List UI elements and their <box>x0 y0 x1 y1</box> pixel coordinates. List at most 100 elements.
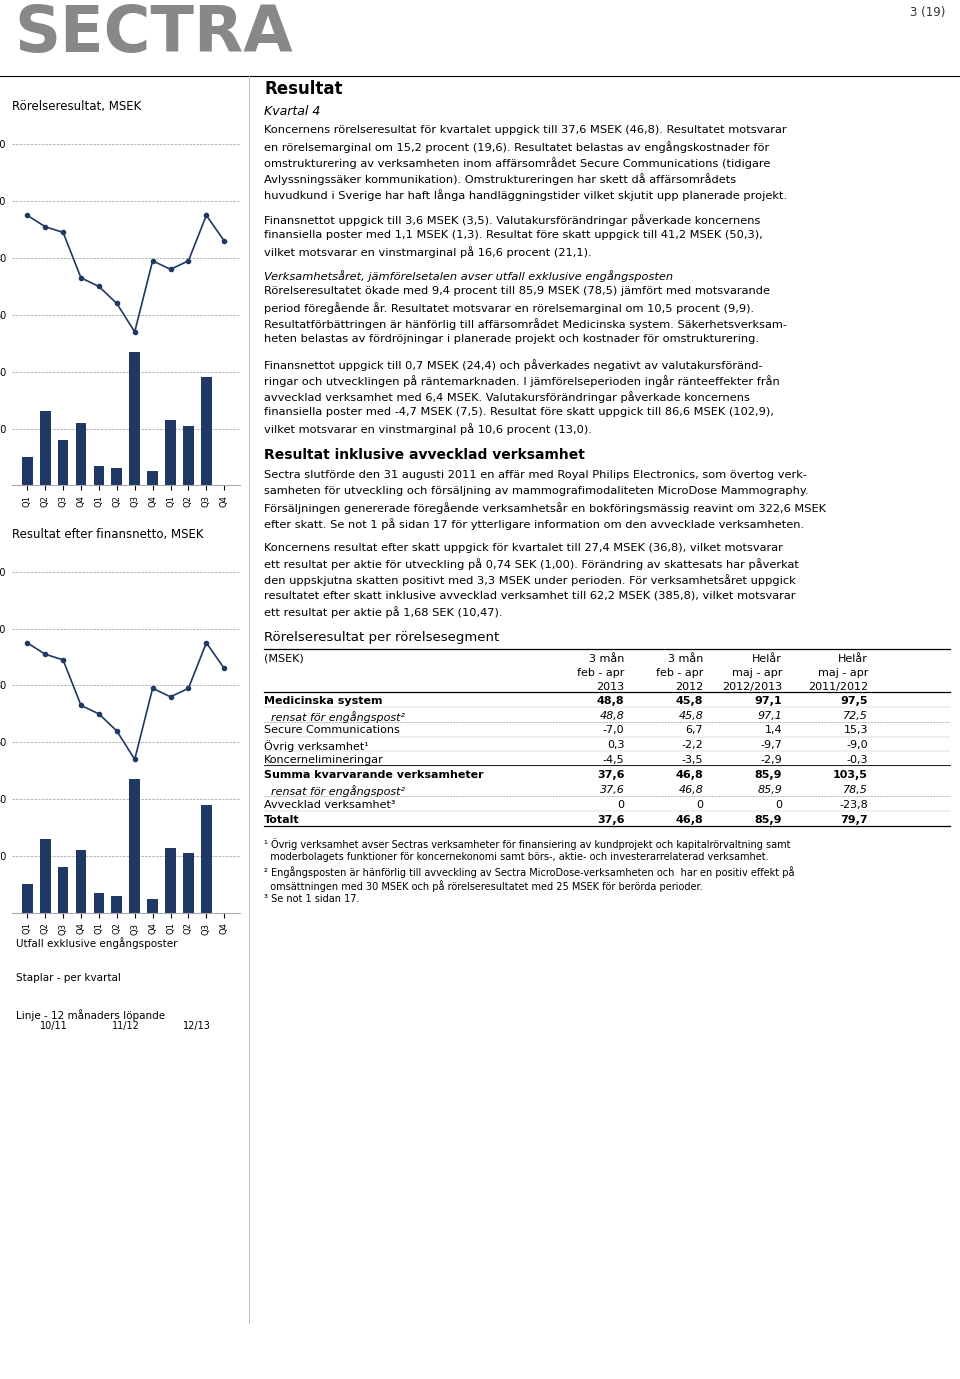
Text: 45,8: 45,8 <box>679 710 704 721</box>
Text: Avlyssningssäker kommunikation). Omstruktureringen har skett då affärsområdets: Avlyssningssäker kommunikation). Omstruk… <box>264 172 736 185</box>
Text: 78,5: 78,5 <box>843 785 868 794</box>
Text: 45,8: 45,8 <box>676 696 704 706</box>
Text: rensat för engångspost²: rensat för engångspost² <box>264 785 405 797</box>
Text: Helår: Helår <box>838 654 868 663</box>
Bar <box>58 440 68 485</box>
Text: -7,0: -7,0 <box>603 725 624 735</box>
Text: Staplar - per kvartal: Staplar - per kvartal <box>16 974 121 983</box>
Text: 2011/2012: 2011/2012 <box>808 681 868 692</box>
Text: -4,5: -4,5 <box>603 756 624 765</box>
Text: Rörelseresultatet ökade med 9,4 procent till 85,9 MSEK (78,5) jämfört med motsva: Rörelseresultatet ökade med 9,4 procent … <box>264 287 770 296</box>
Text: Secure Communications: Secure Communications <box>264 725 399 735</box>
Text: Finansnettot uppgick till 0,7 MSEK (24,4) och påverkades negativt av valutakursf: Finansnettot uppgick till 0,7 MSEK (24,4… <box>264 359 762 371</box>
Text: 1,4: 1,4 <box>764 725 782 735</box>
Text: ¹ Övrig verksamhet avser Sectras verksamheter för finansiering av kundprojekt oc: ¹ Övrig verksamhet avser Sectras verksam… <box>264 838 790 849</box>
Bar <box>201 805 212 913</box>
Text: 0: 0 <box>617 800 624 809</box>
Text: 12/13: 12/13 <box>183 1020 211 1031</box>
Bar <box>111 469 122 485</box>
Text: 103,5: 103,5 <box>833 769 868 781</box>
Text: Linje - 12 månaders löpande: Linje - 12 månaders löpande <box>16 1009 165 1022</box>
Text: maj - apr: maj - apr <box>818 667 868 677</box>
Bar <box>76 851 86 913</box>
Text: Totalt: Totalt <box>264 815 300 825</box>
Text: 0: 0 <box>696 800 704 809</box>
Text: heten belastas av fördröjningar i planerade projekt och kostnader för omstruktur: heten belastas av fördröjningar i planer… <box>264 334 759 345</box>
Bar <box>22 456 33 485</box>
Bar <box>130 779 140 913</box>
Text: 15,3: 15,3 <box>844 725 868 735</box>
Text: Medicinska system: Medicinska system <box>264 696 382 706</box>
Text: avvecklad verksamhet med 6,4 MSEK. Valutakursförändringar påverkade koncernens: avvecklad verksamhet med 6,4 MSEK. Valut… <box>264 390 750 403</box>
Text: 3 mån: 3 mån <box>668 654 704 663</box>
Bar <box>201 378 212 485</box>
Text: Helår: Helår <box>753 654 782 663</box>
Text: 0,3: 0,3 <box>607 741 624 750</box>
Text: 6,7: 6,7 <box>685 725 704 735</box>
Text: (MSEK): (MSEK) <box>264 654 303 663</box>
Text: -3,5: -3,5 <box>682 756 704 765</box>
Text: 10/11: 10/11 <box>40 593 68 604</box>
Text: -23,8: -23,8 <box>839 800 868 809</box>
Text: 2012/2013: 2012/2013 <box>722 681 782 692</box>
Text: rensat för engångspost²: rensat för engångspost² <box>264 710 405 723</box>
Text: feb - apr: feb - apr <box>656 667 704 677</box>
Text: Resultat efter finansnetto, MSEK: Resultat efter finansnetto, MSEK <box>12 528 203 541</box>
Text: 46,8: 46,8 <box>676 769 704 781</box>
Text: 3 mån: 3 mån <box>589 654 624 663</box>
Text: huvudkund i Sverige har haft långa handläggningstider vilket skjutit upp planera: huvudkund i Sverige har haft långa handl… <box>264 189 787 201</box>
Text: vilket motsvarar en vinstmarginal på 10,6 procent (13,0).: vilket motsvarar en vinstmarginal på 10,… <box>264 423 592 434</box>
Text: Finansnettot uppgick till 3,6 MSEK (3,5). Valutakursförändringar påverkade konce: Finansnettot uppgick till 3,6 MSEK (3,5)… <box>264 214 760 226</box>
Text: omsättningen med 30 MSEK och på rörelseresultatet med 25 MSEK för berörda period: omsättningen med 30 MSEK och på rörelser… <box>264 880 703 892</box>
Text: Resultatförbättringen är hänförlig till affärsområdet Medicinska system. Säkerhe: Resultatförbättringen är hänförlig till … <box>264 319 787 330</box>
Text: 3 (19): 3 (19) <box>910 6 946 19</box>
Text: 0: 0 <box>776 800 782 809</box>
Text: Övrig verksamhet¹: Övrig verksamhet¹ <box>264 741 369 752</box>
Text: 72,5: 72,5 <box>843 710 868 721</box>
Text: maj - apr: maj - apr <box>732 667 782 677</box>
Text: 85,9: 85,9 <box>755 815 782 825</box>
Bar <box>147 899 158 913</box>
Text: Sectra slutförde den 31 augusti 2011 en affär med Royal Philips Electronics, som: Sectra slutförde den 31 augusti 2011 en … <box>264 470 807 480</box>
Text: feb - apr: feb - apr <box>577 667 624 677</box>
Text: Verksamhetsåret, jämförelsetalen avser utfall exklusive engångsposten: Verksamhetsåret, jämförelsetalen avser u… <box>264 270 673 283</box>
Text: ringar och utvecklingen på räntemarknaden. I jämförelseperioden ingår ränteeffek: ringar och utvecklingen på räntemarknade… <box>264 375 780 387</box>
Text: vilket motsvarar en vinstmarginal på 16,6 procent (21,1).: vilket motsvarar en vinstmarginal på 16,… <box>264 245 591 258</box>
Text: finansiella poster med -4,7 MSEK (7,5). Resultat före skatt uppgick till 86,6 MS: finansiella poster med -4,7 MSEK (7,5). … <box>264 407 774 416</box>
Text: Försäljningen genererade föregående verksamhetsår en bokföringsmässig reavint om: Försäljningen genererade föregående verk… <box>264 502 826 514</box>
Bar <box>93 466 105 485</box>
Text: SECTRA: SECTRA <box>14 3 293 65</box>
Text: 46,8: 46,8 <box>679 785 704 794</box>
Text: Resultat: Resultat <box>264 80 343 98</box>
Bar <box>76 423 86 485</box>
Text: moderbolagets funktioner för koncernekonomi samt börs-, aktie- och investerarrel: moderbolagets funktioner för koncernekon… <box>264 852 769 862</box>
Text: 11/12: 11/12 <box>111 593 140 604</box>
Text: ² Engångsposten är hänförlig till avveckling av Sectra MicroDose-verksamheten oc: ² Engångsposten är hänförlig till avveck… <box>264 866 795 878</box>
Text: Resultat inklusive avvecklad verksamhet: Resultat inklusive avvecklad verksamhet <box>264 448 585 462</box>
Text: ett resultat per aktie på 1,68 SEK (10,47).: ett resultat per aktie på 1,68 SEK (10,4… <box>264 607 502 618</box>
Text: en rörelsemarginal om 15,2 procent (19,6). Resultatet belastas av engångskostnad: en rörelsemarginal om 15,2 procent (19,6… <box>264 141 769 153</box>
Text: finansiella poster med 1,1 MSEK (1,3). Resultat före skatt uppgick till 41,2 MSE: finansiella poster med 1,1 MSEK (1,3). R… <box>264 230 763 240</box>
Text: Rörelseresultat, MSEK: Rörelseresultat, MSEK <box>12 101 141 113</box>
Text: 46,8: 46,8 <box>676 815 704 825</box>
Text: omstrukturering av verksamheten inom affärsområdet Secure Communications (tidiga: omstrukturering av verksamheten inom aff… <box>264 157 770 170</box>
Text: Utfall exklusive engångsposter: Utfall exklusive engångsposter <box>16 938 178 949</box>
Text: 97,1: 97,1 <box>755 696 782 706</box>
Text: 11/12: 11/12 <box>111 1020 140 1031</box>
Bar <box>111 896 122 913</box>
Text: 2012: 2012 <box>675 681 704 692</box>
Text: Avvecklad verksamhet³: Avvecklad verksamhet³ <box>264 800 396 809</box>
Text: den uppskjutna skatten positivt med 3,3 MSEK under perioden. För verksamhetsåret: den uppskjutna skatten positivt med 3,3 … <box>264 575 796 586</box>
Text: Summa kvarvarande verksamheter: Summa kvarvarande verksamheter <box>264 769 484 781</box>
Bar <box>39 838 51 913</box>
Bar <box>93 894 105 913</box>
Text: -9,0: -9,0 <box>847 741 868 750</box>
Bar <box>39 411 51 485</box>
Text: 48,8: 48,8 <box>599 710 624 721</box>
Bar <box>165 848 176 913</box>
Text: Rörelseresultat per rörelsesegment: Rörelseresultat per rörelsesegment <box>264 632 499 644</box>
Bar <box>58 867 68 913</box>
Bar <box>183 426 194 485</box>
Bar <box>130 352 140 485</box>
Text: Koncernens rörelseresultat för kvartalet uppgick till 37,6 MSEK (46,8). Resultat: Koncernens rörelseresultat för kvartalet… <box>264 125 786 135</box>
